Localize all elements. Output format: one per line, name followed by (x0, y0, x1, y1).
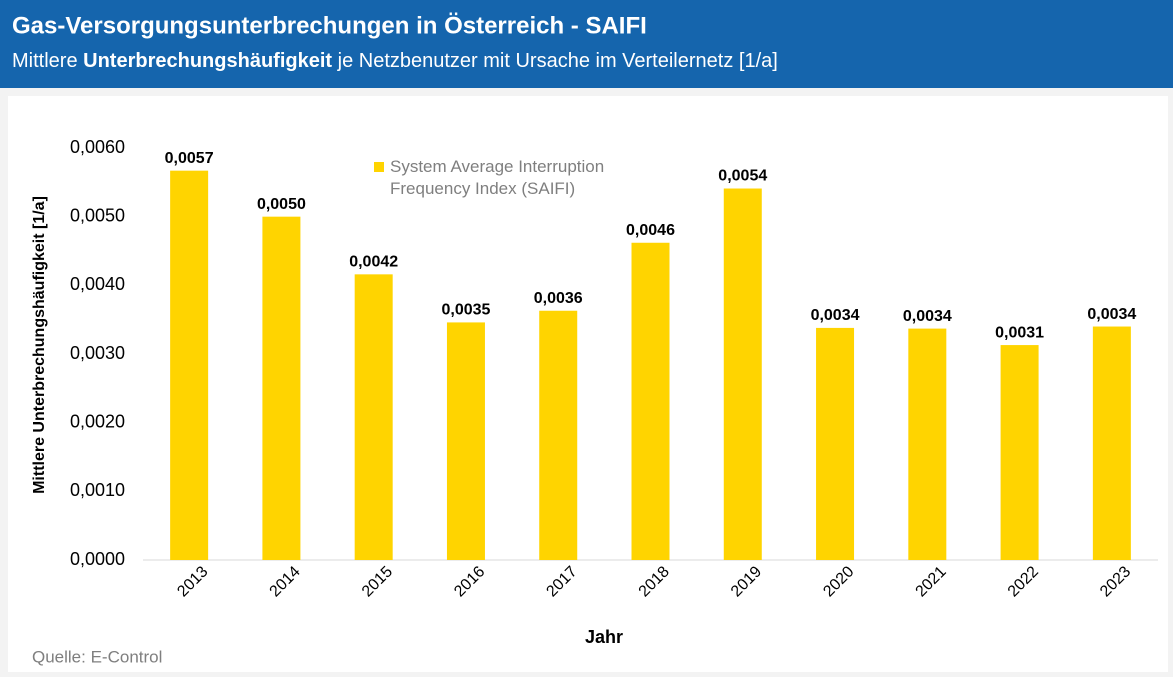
bar (539, 310, 578, 560)
y-tick-label: 0,0010 (70, 480, 125, 500)
bar (170, 170, 209, 560)
data-label: 0,0034 (1087, 306, 1136, 323)
data-label: 0,0034 (903, 308, 952, 325)
header-band (0, 0, 1173, 88)
y-tick-label: 0,0030 (70, 343, 125, 363)
data-label: 0,0050 (257, 196, 306, 213)
bar (1000, 345, 1039, 560)
y-tick-label: 0,0060 (70, 137, 125, 157)
data-label: 0,0054 (718, 168, 767, 185)
subtitle-part: Unterbrechungshäufigkeit (83, 50, 332, 72)
bar (816, 327, 855, 560)
subtitle-part: Mittlere (12, 50, 78, 72)
subtitle-part: je Netzbenutzer mit Ursache im Verteiler… (337, 50, 778, 72)
data-label: 0,0057 (165, 150, 214, 167)
bar (723, 188, 762, 560)
data-label: 0,0031 (995, 324, 1044, 341)
data-label: 0,0036 (534, 290, 583, 307)
bar (354, 274, 393, 560)
data-label: 0,0046 (626, 222, 675, 239)
legend: System Average Interruption Frequency In… (372, 156, 650, 200)
legend-swatch (374, 162, 384, 172)
y-axis-label: Mittlere Unterbrechungshäufigkeit [1/a] (31, 196, 48, 494)
x-axis-label: Jahr (585, 627, 623, 647)
y-tick-label: 0,0000 (70, 549, 125, 569)
bar (631, 242, 670, 560)
source: Quelle: E-Control (32, 647, 162, 666)
bar (262, 216, 301, 560)
bar (1092, 326, 1131, 560)
chart-subtitle: Mittlere Unterbrechungshäufigkeit je Net… (12, 50, 778, 72)
data-label: 0,0035 (441, 302, 490, 319)
y-tick-label: 0,0020 (70, 411, 125, 431)
bar (908, 328, 947, 560)
data-label: 0,0042 (349, 254, 398, 271)
bar (446, 322, 485, 560)
y-tick-label: 0,0040 (70, 274, 125, 294)
data-label: 0,0034 (811, 307, 860, 324)
legend-label: System Average Interruption Frequency In… (390, 157, 605, 198)
chart-title: Gas-Versorgungsunterbrechungen in Österr… (12, 12, 647, 39)
y-tick-label: 0,0050 (70, 205, 125, 225)
